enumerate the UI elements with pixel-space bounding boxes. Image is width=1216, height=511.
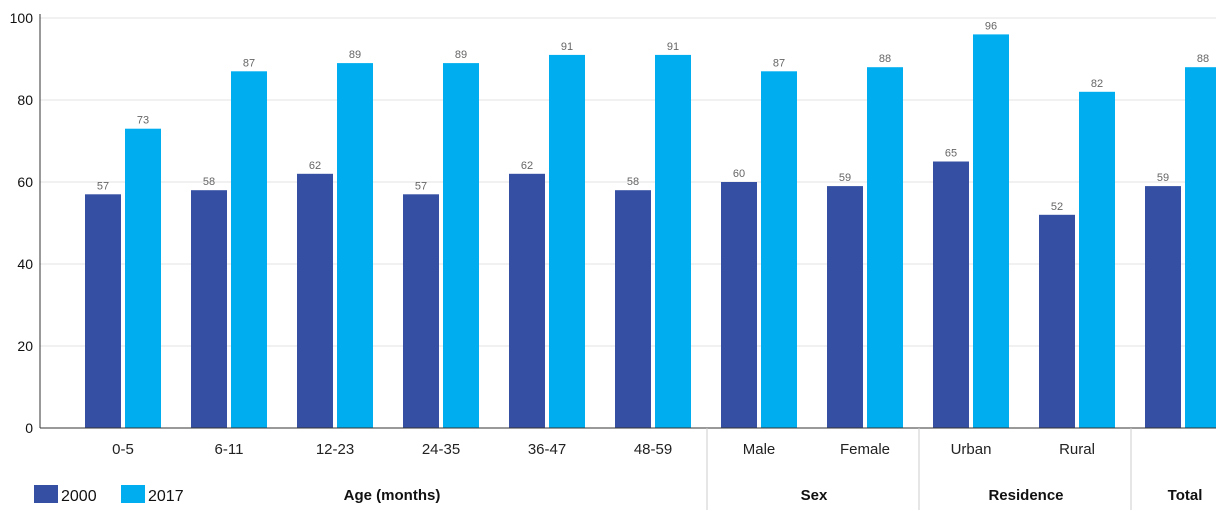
bar-2017-Female [867,67,903,428]
bar-2000-0-5 [85,194,121,428]
bar-2000-36-47 [509,173,545,428]
legend-label: 2017 [148,488,184,505]
data-label: 73 [137,115,149,127]
legend-label: 2000 [61,488,97,505]
x-tick-label: Male [743,441,776,458]
x-tick-label: 48-59 [634,441,672,458]
x-tick-label: 24-35 [422,441,460,458]
data-label: 96 [985,20,997,32]
bar-2000-24-35 [403,194,439,428]
data-label: 91 [667,41,679,53]
y-tick-label: 80 [17,92,33,108]
bars-layer [85,34,1216,429]
bar-2017-24-35 [443,63,479,428]
data-label: 58 [203,176,215,188]
bar-2017-Male [761,71,797,429]
data-label: 89 [349,49,361,61]
data-label: 59 [1157,172,1169,184]
x-tick-label: Female [840,441,890,458]
group-label: Residence [988,487,1063,504]
data-label: 59 [839,172,851,184]
data-label: 60 [733,168,745,180]
data-label: 65 [945,148,957,160]
y-tick-label: 20 [17,338,33,354]
bar-2017-6-11 [231,71,267,429]
bar-2017-total [1185,67,1216,428]
data-label: 57 [97,180,109,192]
group-label: Total [1168,487,1203,504]
data-label: 58 [627,176,639,188]
bar-2000-6-11 [191,190,227,428]
legend-swatch [34,485,58,503]
bar-2017-0-5 [125,128,161,428]
x-tick-label: 12-23 [316,441,354,458]
x-tick-label: 0-5 [112,441,134,458]
group-label: Sex [801,487,828,504]
bar-2000-12-23 [297,173,333,428]
data-label: 89 [455,49,467,61]
bar-2000-Female [827,186,863,428]
legend-swatch [121,485,145,503]
data-label: 57 [415,180,427,192]
data-label: 62 [521,160,533,172]
data-label: 52 [1051,201,1063,213]
bar-2017-Urban [973,34,1009,429]
bar-2017-36-47 [549,54,585,429]
data-label: 82 [1091,78,1103,90]
legend: 2000 2017 [34,485,184,505]
data-label: 87 [243,57,255,69]
x-tick-label: 36-47 [528,441,566,458]
y-tick-label: 40 [17,256,33,272]
x-tick-label: 6-11 [215,441,244,458]
axes-layer [39,14,1216,510]
x-tick-label: Rural [1059,441,1095,458]
bar-2000-Male [721,182,757,428]
bar-2017-Rural [1079,91,1115,429]
bar-2000-48-59 [615,190,651,428]
data-label: 87 [773,57,785,69]
data-label: 62 [309,160,321,172]
data-label: 88 [1197,53,1209,65]
y-tick-label: 0 [25,420,33,436]
y-tick-label: 100 [10,10,34,26]
labels-layer: 0 20 40 60 80 100 57 73 0-5 58 87 6-11 62 89 12-23 57 89… [10,10,1209,504]
bar-2000-Urban [933,161,969,428]
bar-2000-Rural [1039,214,1075,428]
bar-2017-12-23 [337,63,373,428]
group-label: Age (months) [344,487,441,504]
bar-2000-total [1145,186,1181,428]
data-label: 88 [879,53,891,65]
y-tick-label: 60 [17,174,33,190]
bar-2017-48-59 [655,54,691,429]
x-tick-label: Urban [951,441,992,458]
data-label: 91 [561,41,573,53]
